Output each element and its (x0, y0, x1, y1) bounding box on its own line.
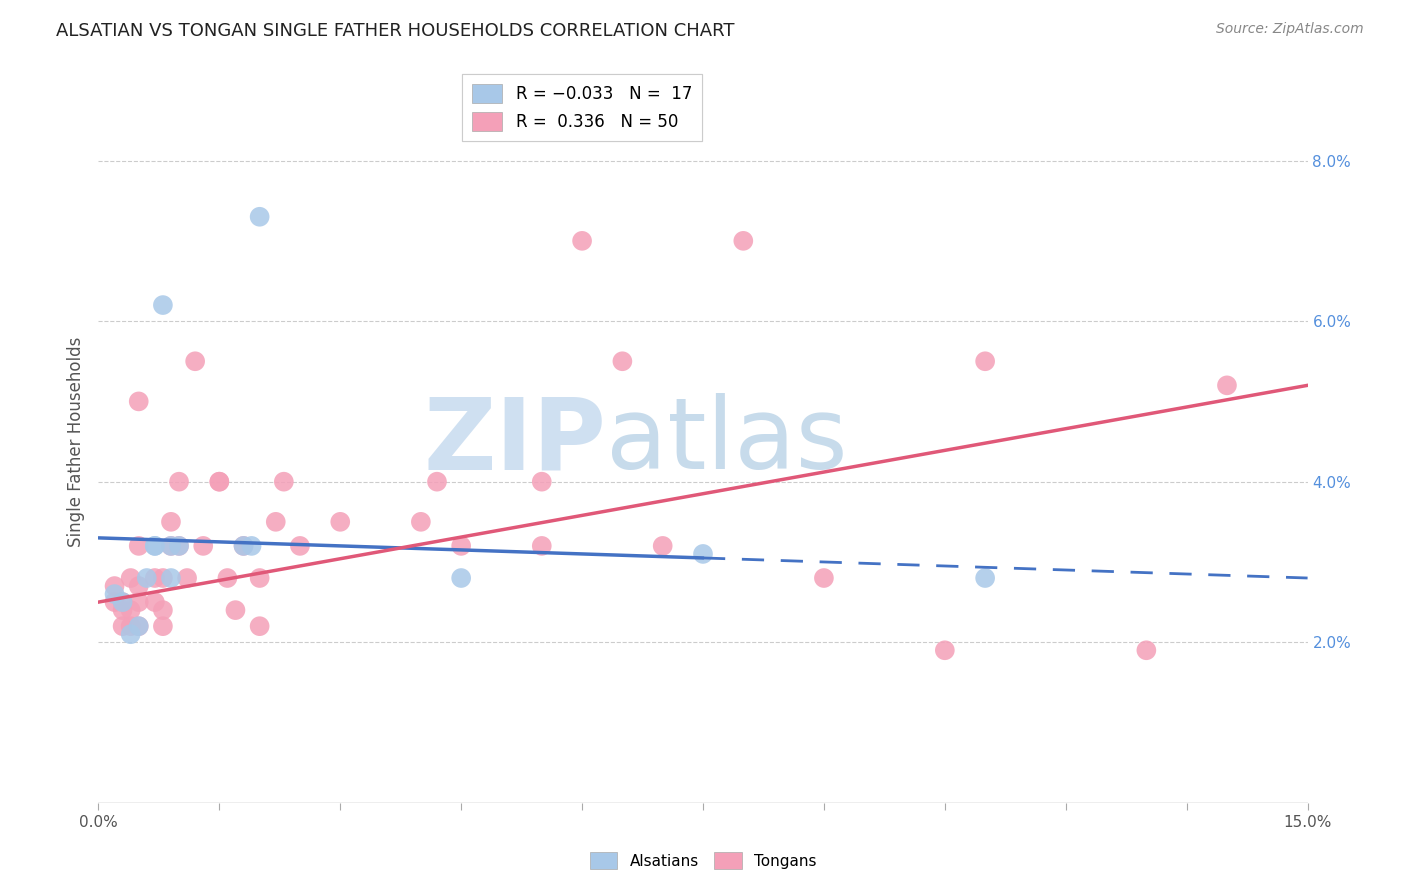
Point (249, 571, 271, 585)
Legend: Alsatians, Tongans: Alsatians, Tongans (583, 846, 823, 875)
Point (103, 579, 125, 593)
Point (208, 475, 231, 489)
Text: Source: ZipAtlas.com: Source: ZipAtlas.com (1216, 22, 1364, 37)
Point (733, 234, 755, 248)
Point (450, 571, 472, 585)
Legend: R = −0.033   N =  17, R =  0.336   N = 50: R = −0.033 N = 17, R = 0.336 N = 50 (463, 74, 702, 141)
Point (167, 475, 190, 489)
Point (167, 539, 190, 553)
Point (128, 595, 150, 609)
Text: ALSATIAN VS TONGAN SINGLE FATHER HOUSEHOLDS CORRELATION CHART: ALSATIAN VS TONGAN SINGLE FATHER HOUSEHO… (56, 22, 735, 40)
Point (530, 475, 553, 489)
Point (160, 539, 183, 553)
Point (103, 587, 125, 601)
Point (120, 619, 142, 633)
Y-axis label: Single Father Households: Single Father Households (66, 336, 84, 547)
Point (571, 234, 593, 248)
Point (152, 571, 174, 585)
Point (450, 539, 472, 553)
Point (143, 539, 166, 553)
Point (249, 210, 271, 224)
Point (692, 547, 714, 561)
Point (152, 619, 174, 633)
Point (249, 619, 271, 633)
Point (934, 643, 956, 657)
Point (111, 595, 134, 609)
Point (143, 571, 166, 585)
Text: atlas: atlas (606, 393, 848, 490)
Point (135, 571, 157, 585)
Point (232, 539, 254, 553)
Point (813, 571, 835, 585)
Point (232, 539, 254, 553)
Point (530, 539, 553, 553)
Point (143, 539, 166, 553)
Point (288, 539, 311, 553)
Point (612, 354, 634, 368)
Point (152, 603, 174, 617)
Point (160, 515, 183, 529)
Point (120, 603, 142, 617)
Point (240, 539, 263, 553)
Point (128, 619, 150, 633)
Point (409, 515, 432, 529)
Point (1216, 378, 1239, 392)
Point (974, 571, 997, 585)
Point (176, 571, 198, 585)
Point (273, 475, 295, 489)
Point (152, 298, 174, 312)
Point (329, 515, 352, 529)
Point (426, 475, 449, 489)
Point (103, 595, 125, 609)
Point (128, 394, 150, 409)
Point (160, 571, 183, 585)
Point (184, 354, 207, 368)
Point (128, 619, 150, 633)
Point (193, 539, 215, 553)
Point (120, 627, 142, 641)
Point (160, 539, 183, 553)
Text: ZIP: ZIP (423, 393, 606, 490)
Point (143, 595, 166, 609)
Point (167, 539, 190, 553)
Point (208, 475, 231, 489)
Point (128, 579, 150, 593)
Point (651, 539, 673, 553)
Point (120, 571, 142, 585)
Point (111, 619, 134, 633)
Point (264, 515, 287, 529)
Point (111, 603, 134, 617)
Point (128, 539, 150, 553)
Point (111, 595, 134, 609)
Point (224, 603, 246, 617)
Point (217, 571, 239, 585)
Point (974, 354, 997, 368)
Point (1135, 643, 1157, 657)
